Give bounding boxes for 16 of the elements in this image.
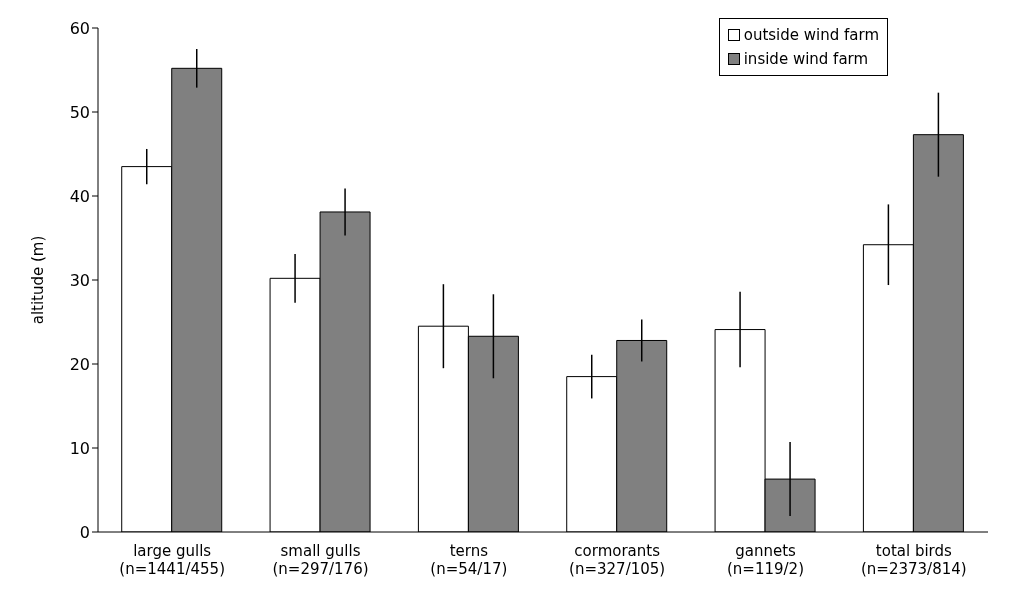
y-tick-label: 40 [69,186,90,206]
legend-label: inside wind farm [743,49,869,70]
y-tick-label: 50 [69,102,90,122]
y-tick-label: 0 [79,522,90,542]
y-tick-label: 20 [69,354,90,374]
x-tick-label: terns (n=54/17) [430,542,508,578]
x-tick-label: gannets (n=119/2) [726,542,805,578]
x-tick-label: small gulls (n=297/176) [272,542,369,578]
x-tick-label: large gulls (n=1441/455) [119,542,225,578]
legend-label: outside wind farm [743,25,879,46]
y-tick-label: 30 [69,270,90,290]
x-tick-label: total birds (n=2373/814) [861,542,967,578]
y-axis-title: altitude (m) [29,235,48,325]
x-tick-label: cormorants (n=327/105) [569,542,666,578]
y-tick-label: 10 [69,438,90,458]
y-tick-label: 60 [69,18,90,38]
